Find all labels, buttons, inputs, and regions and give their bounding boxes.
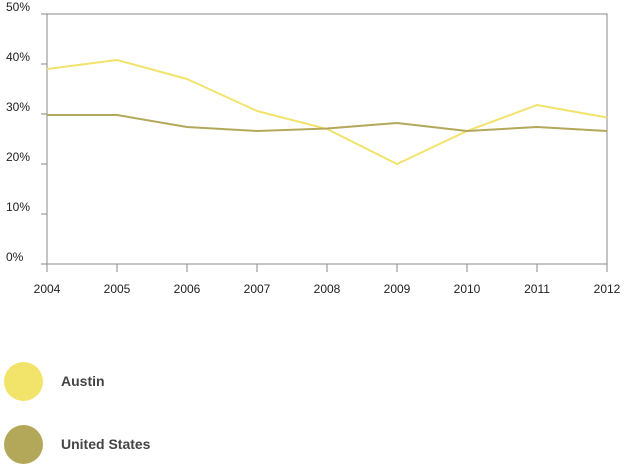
legend-label-austin: Austin [61,373,105,389]
axes: 0% 10% 20% 30% 40% 50% 2004 2005 2006 2007 2008 200… [6,0,621,296]
y-tick-label: 50% [6,0,30,14]
plot-frame [46,13,608,265]
x-tick-label: 2009 [384,282,411,296]
x-tick-label: 2006 [174,282,201,296]
series-line-united-states [47,114,608,132]
line-chart: 0% 10% 20% 30% 40% 50% 2004 2005 2006 2007 2008 200… [6,0,621,296]
series-line-austin [46,59,608,165]
series-layer [46,59,608,165]
legend-label-united-states: United States [61,436,151,452]
x-tick-label: 2010 [454,282,481,296]
legend-item-austin: Austin [4,361,105,401]
legend-item-united-states: United States [4,424,150,464]
x-tick-label: 2011 [524,282,550,296]
y-tick-label: 40% [6,50,30,64]
x-tick-label: 2007 [244,282,271,296]
x-tick-label: 2008 [314,282,341,296]
x-tick-label: 2004 [34,282,61,296]
x-tick-label: 2005 [104,282,131,296]
x-tick-label: 2012 [594,282,621,296]
y-tick-label: 10% [6,200,30,214]
legend-swatch-united-states [4,424,43,464]
legend-swatch-austin [4,361,43,401]
y-tick-label: 20% [6,150,30,164]
y-tick-label: 30% [6,100,30,114]
y-tick-label: 0% [6,250,24,264]
